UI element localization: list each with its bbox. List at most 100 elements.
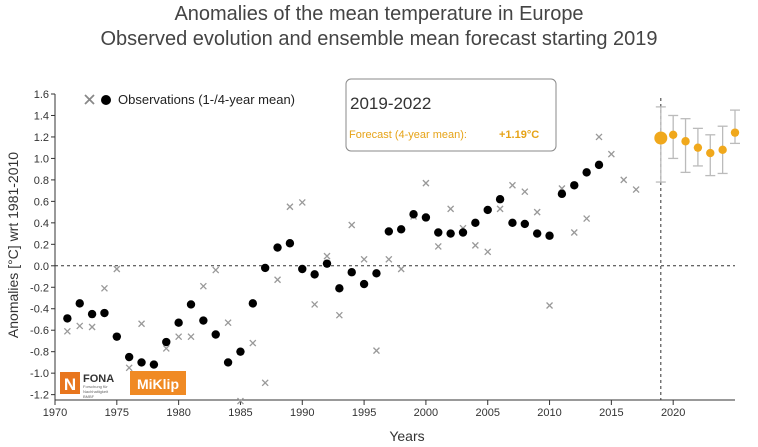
forecast-dot-point bbox=[718, 145, 727, 155]
observation-cross-point bbox=[113, 265, 121, 273]
observation-cross-point bbox=[212, 266, 220, 274]
observation-dot-point bbox=[458, 228, 468, 237]
observation-cross-point bbox=[484, 248, 492, 256]
observation-cross-point bbox=[447, 205, 455, 213]
info-forecast-label: Forecast (4-year mean): bbox=[349, 129, 467, 141]
info-period: 2019-2022 bbox=[350, 94, 431, 113]
legend-dot-icon bbox=[101, 95, 111, 105]
observation-dot-point bbox=[137, 358, 146, 367]
observation-dot-point bbox=[570, 181, 579, 190]
observation-dot-point bbox=[594, 160, 604, 170]
observation-dot-point bbox=[285, 239, 295, 248]
x-tick-label: 2020 bbox=[661, 407, 685, 419]
observation-cross-point bbox=[607, 150, 615, 158]
observation-dot-point bbox=[273, 243, 282, 252]
x-tick-label: 2005 bbox=[475, 407, 499, 419]
y-tick-label: -1.2 bbox=[30, 390, 49, 402]
observation-cross-point bbox=[397, 265, 405, 273]
observation-dot-point bbox=[186, 300, 196, 309]
forecast-dot-point bbox=[706, 148, 715, 158]
observation-cross-point bbox=[533, 208, 541, 216]
observation-dot-point bbox=[347, 268, 356, 277]
observation-cross-point bbox=[595, 133, 603, 141]
observation-dot-point bbox=[520, 219, 530, 229]
y-tick-label: 0.2 bbox=[34, 239, 49, 251]
svg-text:FONA: FONA bbox=[83, 373, 114, 385]
observation-cross-point bbox=[187, 333, 195, 341]
legend-label: Observations (1-/4-year mean) bbox=[118, 92, 295, 107]
legend: Observations (1-/4-year mean) bbox=[84, 92, 295, 107]
chart-title: Anomalies of the mean temperature in Eur… bbox=[174, 3, 584, 25]
observation-cross-point bbox=[385, 255, 393, 263]
x-tick-label: 2000 bbox=[414, 407, 438, 419]
observation-dot-point bbox=[223, 358, 233, 367]
observation-cross-point bbox=[76, 322, 84, 330]
observation-dot-point bbox=[322, 259, 332, 268]
observation-cross-point bbox=[261, 379, 269, 387]
svg-text:Nachhaltigkeit: Nachhaltigkeit bbox=[83, 389, 109, 394]
observation-cross-point bbox=[311, 300, 319, 308]
y-tick-label: 1.2 bbox=[34, 132, 49, 144]
observation-dot-point bbox=[260, 263, 270, 273]
y-tick-label: -0.8 bbox=[30, 347, 49, 359]
svg-text:Forschung für: Forschung für bbox=[83, 384, 108, 389]
observation-cross-point bbox=[360, 255, 368, 263]
observation-cross-point bbox=[521, 188, 529, 196]
observation-cross-point bbox=[620, 176, 628, 184]
observation-dot-point bbox=[421, 213, 431, 222]
y-tick-label: 1.4 bbox=[34, 110, 49, 122]
x-tick-label: 1995 bbox=[352, 407, 376, 419]
observation-cross-point bbox=[249, 339, 257, 347]
observation-dot-point bbox=[100, 308, 109, 318]
y-ticks: -1.2 -1.0 -0.8 -0.6 -0.4 -0.2 0.0 0.2 0.4 0.6 0.8 1… bbox=[30, 89, 55, 402]
observation-cross-point bbox=[323, 252, 331, 260]
observation-dot-point bbox=[298, 264, 307, 274]
observation-dot-point bbox=[335, 284, 344, 293]
x-axis-label: Years bbox=[389, 428, 424, 444]
series-cross bbox=[63, 133, 640, 405]
observation-dot-point bbox=[174, 318, 183, 327]
forecast-info-box: 2019-2022 Forecast (4-year mean): +1.19°… bbox=[345, 78, 557, 152]
observation-dot-point bbox=[557, 189, 567, 199]
forecast-dot-point bbox=[693, 143, 703, 152]
observation-cross-point bbox=[125, 364, 133, 372]
observation-cross-point bbox=[471, 241, 479, 249]
y-axis-label: Anomalies [°C] wrt 1981-2010 bbox=[5, 152, 21, 338]
observation-dot-point bbox=[384, 227, 394, 236]
observation-cross-point bbox=[508, 181, 516, 189]
svg-text:MiKlip: MiKlip bbox=[137, 376, 179, 392]
observation-dot-point bbox=[446, 229, 455, 238]
y-tick-label: 0.8 bbox=[34, 175, 49, 187]
forecast-dot-point bbox=[681, 137, 690, 146]
observation-dot-point bbox=[532, 229, 542, 238]
observation-dot-point bbox=[199, 316, 208, 325]
x-tick-label: 1970 bbox=[43, 407, 67, 419]
observation-dot-point bbox=[582, 168, 591, 177]
observation-dot-point bbox=[162, 337, 171, 347]
observation-dot-point bbox=[149, 360, 159, 369]
x-tick-label: 1980 bbox=[166, 407, 190, 419]
y-tick-label: -0.6 bbox=[30, 325, 49, 337]
observation-dot-point bbox=[112, 332, 122, 341]
series-dot bbox=[63, 160, 604, 369]
x-tick-label: 1985 bbox=[228, 407, 252, 419]
observation-cross-point bbox=[138, 320, 146, 328]
observation-cross-point bbox=[546, 302, 554, 309]
fona-logo: N FONA Forschung für Nachhaltigkeit BMBF bbox=[60, 372, 114, 399]
x-tick-label: 1975 bbox=[105, 407, 129, 419]
observation-dot-point bbox=[471, 218, 480, 228]
observation-cross-point bbox=[583, 215, 591, 223]
observation-cross-point bbox=[632, 186, 640, 194]
y-tick-label: 0.4 bbox=[34, 218, 49, 230]
observation-dot-point bbox=[396, 225, 406, 234]
observation-dot-point bbox=[359, 279, 369, 289]
x-ticks: 1970 1975 1980 1985 1990 1995 2000 2005 2010 2015… bbox=[43, 400, 685, 419]
observation-cross-point bbox=[570, 229, 578, 236]
observation-dot-point bbox=[372, 269, 381, 278]
series-dot-orange bbox=[654, 106, 740, 183]
observation-dot-point bbox=[508, 218, 517, 228]
observation-cross-point bbox=[224, 319, 232, 327]
observation-dot-point bbox=[545, 231, 554, 240]
observation-cross-point bbox=[63, 327, 71, 335]
